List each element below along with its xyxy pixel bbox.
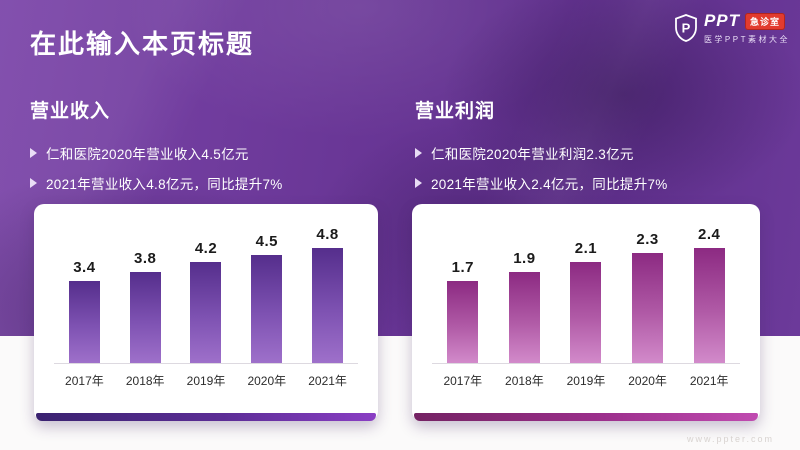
x-tick-label: 2017年 — [443, 374, 483, 388]
x-tick-label: 2021年 — [308, 374, 347, 388]
revenue-chart-card: 3.4 3.8 4.2 4.5 4.8 2017年 2018年 2019年 2020年 2021… — [34, 204, 378, 421]
bullet-text: 仁和医院2020年营业收入4.5亿元 — [46, 147, 249, 162]
x-tick-label: 2019年 — [186, 374, 226, 388]
bar-column: 4.8 — [297, 226, 358, 363]
arrow-bullet-icon — [30, 178, 37, 188]
bullet-item: 仁和医院2020年营业利润2.3亿元 — [415, 138, 765, 168]
bar — [312, 248, 344, 363]
x-axis: 2017年 2018年 2019年 2020年 2021年 — [54, 372, 358, 389]
revenue-section: 营业收入 仁和医院2020年营业收入4.5亿元 2021年营业收入4.8亿元，同… — [30, 96, 380, 198]
bar-value-label: 1.9 — [513, 250, 536, 267]
bullet-item: 2021年营业收入4.8亿元，同比提升7% — [30, 168, 380, 198]
bar-value-label: 2.3 — [636, 231, 659, 248]
brand-logo: P PPT 急诊室 医学PPT素材大全 — [674, 11, 790, 45]
bar-column: 3.4 — [54, 259, 115, 363]
arrow-bullet-icon — [30, 148, 37, 158]
x-tick-label: 2021年 — [689, 374, 729, 388]
watermark: www.ppter.com — [686, 434, 774, 444]
profit-bullets: 仁和医院2020年营业利润2.3亿元 2021年营业收入2.4亿元，同比提升7% — [415, 138, 765, 198]
bar — [693, 248, 725, 363]
profit-bar-chart: 1.7 1.9 2.1 2.3 2.4 2017年 2018年 2019年 2020年 2021… — [432, 204, 740, 389]
bullet-text: 仁和医院2020年营业利润2.3亿元 — [431, 147, 634, 162]
card-accent-bar — [414, 413, 758, 421]
plot-area: 3.4 3.8 4.2 4.5 4.8 — [54, 204, 358, 364]
logo-brand-text: PPT — [703, 11, 740, 30]
shield-letter: P — [682, 21, 691, 36]
bar-column: 4.5 — [236, 233, 297, 363]
bar-value-label: 3.8 — [134, 250, 157, 267]
card-accent-bar — [36, 413, 376, 421]
bar-column: 4.2 — [176, 240, 237, 363]
bar-column: 1.9 — [494, 250, 556, 363]
bar — [632, 253, 664, 363]
bar-column: 3.8 — [115, 250, 176, 363]
bar-column: 1.7 — [432, 259, 494, 363]
bar — [570, 262, 602, 363]
bar-value-label: 2.1 — [574, 240, 598, 257]
x-tick-label: 2020年 — [628, 374, 667, 388]
bullet-text: 2021年营业收入2.4亿元，同比提升7% — [431, 177, 668, 192]
bar-value-label: 4.5 — [255, 233, 278, 250]
x-tick-label: 2017年 — [65, 374, 104, 388]
x-tick-label: 2018年 — [505, 374, 544, 388]
bar — [190, 262, 222, 363]
bar-column: 2.1 — [555, 240, 617, 363]
bar-value-label: 2.4 — [697, 226, 721, 243]
profit-heading: 营业利润 — [415, 101, 496, 122]
revenue-bullets: 仁和医院2020年营业收入4.5亿元 2021年营业收入4.8亿元，同比提升7% — [30, 138, 380, 198]
bullet-text: 2021年营业收入4.8亿元，同比提升7% — [46, 177, 283, 192]
bar — [447, 281, 479, 363]
x-tick-label: 2020年 — [247, 374, 287, 388]
arrow-bullet-icon — [415, 148, 422, 158]
bar-value-label: 1.7 — [451, 259, 474, 276]
bar — [251, 255, 283, 363]
x-tick-label: 2019年 — [566, 374, 606, 388]
bar — [508, 272, 540, 363]
bullet-item: 仁和医院2020年营业收入4.5亿元 — [30, 138, 380, 168]
page-title: 在此输入本页标题 — [30, 29, 255, 59]
bar-value-label: 4.8 — [316, 226, 339, 243]
logo-badge: 急诊室 — [745, 12, 786, 30]
plot-area: 1.7 1.9 2.1 2.3 2.4 — [432, 204, 740, 364]
bullet-item: 2021年营业收入2.4亿元，同比提升7% — [415, 168, 765, 198]
x-axis: 2017年 2018年 2019年 2020年 2021年 — [432, 372, 740, 389]
bar — [68, 281, 100, 363]
revenue-heading: 营业收入 — [30, 101, 111, 122]
bar-column: 2.4 — [678, 226, 740, 363]
profit-chart-card: 1.7 1.9 2.1 2.3 2.4 2017年 2018年 2019年 2020年 2021… — [412, 204, 760, 421]
revenue-bar-chart: 3.4 3.8 4.2 4.5 4.8 2017年 2018年 2019年 2020年 2021… — [54, 204, 358, 389]
bar-column: 2.3 — [617, 231, 679, 363]
profit-section: 营业利润 仁和医院2020年营业利润2.3亿元 2021年营业收入2.4亿元，同… — [415, 96, 765, 198]
bar-value-label: 3.4 — [73, 259, 96, 276]
shield-icon: P — [675, 14, 697, 42]
bar-value-label: 4.2 — [194, 240, 218, 257]
bar — [129, 272, 161, 363]
arrow-bullet-icon — [415, 178, 422, 188]
x-tick-label: 2018年 — [125, 374, 165, 388]
logo-subtitle: 医学PPT素材大全 — [703, 35, 790, 44]
